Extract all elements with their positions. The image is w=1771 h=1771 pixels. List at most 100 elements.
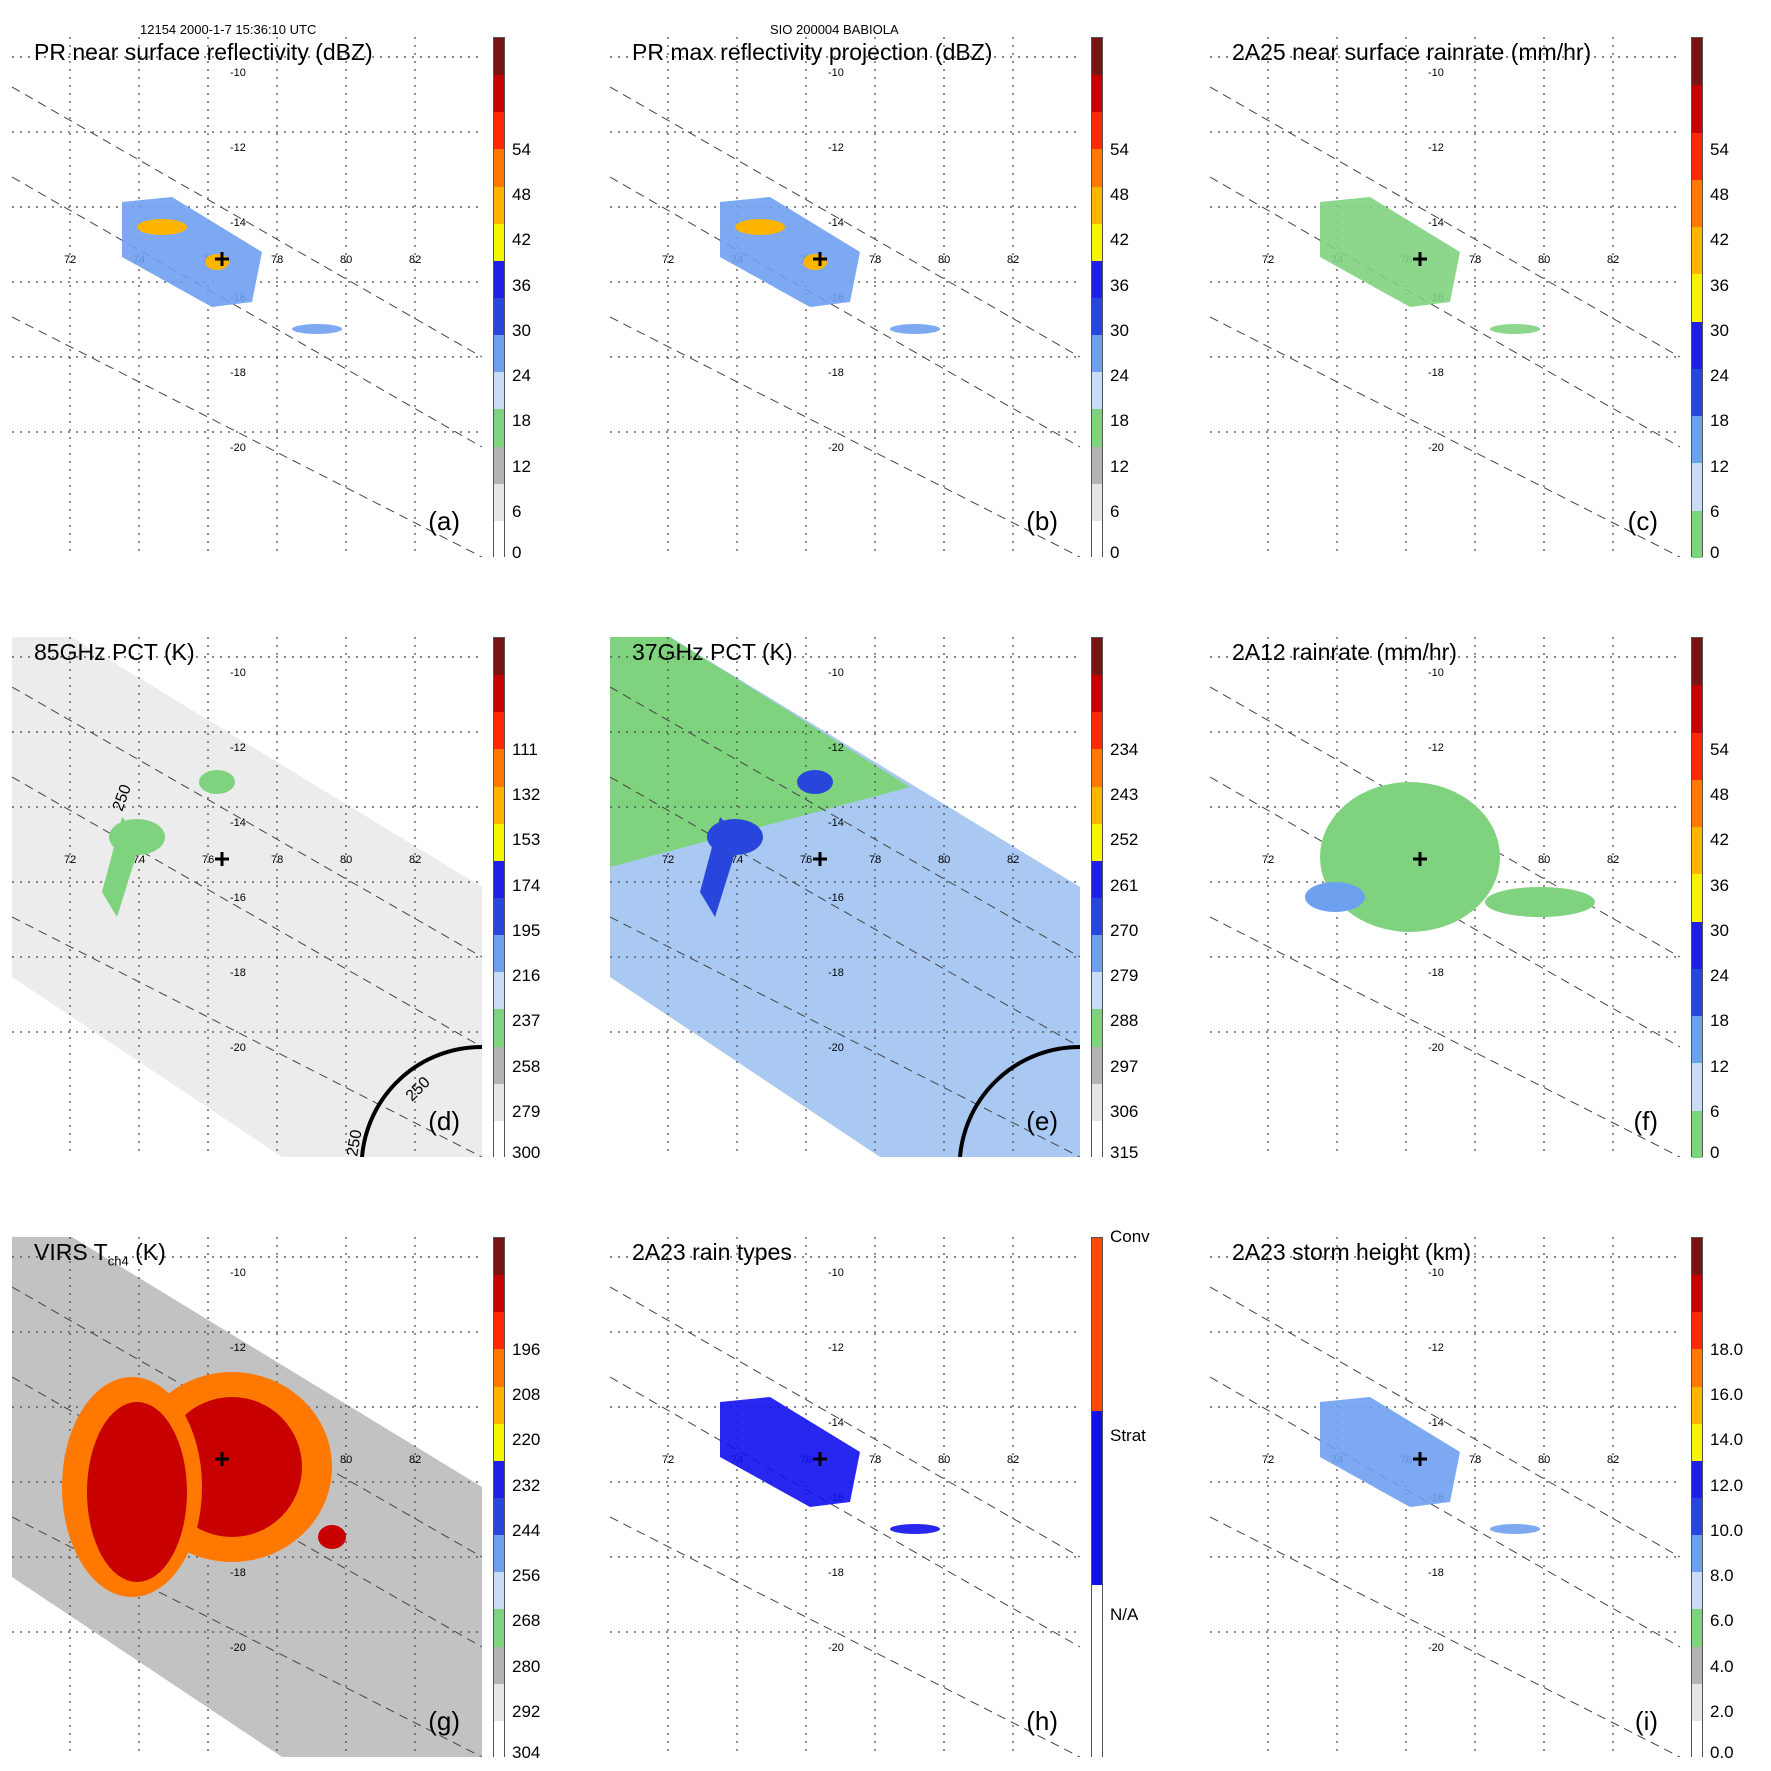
colorbar-segment (494, 520, 504, 558)
lat-label: -10 (1428, 1267, 1444, 1279)
storm-center-icon (813, 252, 827, 266)
strong-echo (735, 219, 785, 235)
colorbar-segment (1692, 827, 1702, 875)
colorbar-label: 30 (512, 320, 531, 340)
lat-label: -18 (828, 367, 844, 379)
colorbar-label: 24 (1110, 366, 1129, 386)
colorbar-segment (1092, 186, 1102, 224)
panel-title: VIRS Tch4 (K) (34, 1239, 166, 1269)
panel-tag: (e) (1026, 1106, 1058, 1136)
colorbar-label: 315 (1110, 1143, 1139, 1162)
colorbar-segment (494, 75, 504, 113)
swath-edge-line (12, 316, 482, 557)
colorbar-segment (494, 749, 504, 787)
map-area: -10-12-14-16-18-207274767880822A25 near … (1210, 37, 1680, 557)
colorbar-segment (1092, 149, 1102, 187)
lat-label: -12 (828, 1342, 844, 1354)
colorbar-label: 6.0 (1710, 1611, 1734, 1631)
lon-label: 80 (938, 854, 950, 866)
colorbar-segment (1092, 712, 1102, 750)
swath-edge-line (1210, 916, 1680, 1157)
colorbar-segment (494, 1572, 504, 1610)
colorbar-segment (1092, 1120, 1102, 1158)
echo-region (1490, 324, 1540, 334)
colorbar-label: 111 (512, 740, 538, 760)
lon-label: 72 (1262, 254, 1274, 266)
lon-label: 72 (662, 1454, 674, 1466)
lat-label: -14 (828, 217, 844, 229)
lat-label: -12 (230, 142, 246, 154)
colorbar-segment (494, 1535, 504, 1573)
colorbar-label: 244 (512, 1520, 541, 1540)
lat-label: -12 (1428, 142, 1444, 154)
colorbar-labels: 0 6 12 18 24 30 36 42 48 54 (1110, 37, 1170, 562)
ice-scattering-region (102, 817, 142, 917)
colorbar-segment (494, 712, 504, 750)
colorbar-label: 0 (512, 543, 522, 562)
map-area: -10-12-14-16-18-20727476788082PR max ref… (610, 37, 1080, 557)
colorbar-segment (1692, 38, 1702, 86)
lon-label: 80 (1538, 254, 1550, 266)
colorbar-label: 36 (1710, 875, 1729, 895)
swath-edge-line (610, 776, 1080, 1048)
lat-label: -10 (230, 667, 246, 679)
colorbar-segment (1092, 786, 1102, 824)
map-area: -10-12-14-16-18-207274767880822A12 rainr… (1210, 637, 1680, 1157)
colorbar-segment (1092, 372, 1102, 410)
colorbar-label: 0.0 (1710, 1743, 1734, 1762)
colorbar-labels: 304 292 280 268 256 244 232 220 208 196 (512, 1237, 572, 1762)
lat-label: -10 (828, 667, 844, 679)
colorbar-label: 268 (512, 1611, 541, 1631)
colorbar-segment (1692, 368, 1702, 417)
colorbar-segment (494, 1349, 504, 1387)
colorbar-label: 18 (1710, 411, 1729, 431)
colorbar-label: 280 (512, 1656, 541, 1676)
cold-cloud-core (318, 1525, 346, 1549)
lat-label: -18 (230, 967, 246, 979)
lat-label: -18 (230, 1567, 246, 1579)
colorbar-segment (494, 972, 504, 1010)
lat-label: -10 (230, 1267, 246, 1279)
lat-label: -20 (828, 1042, 844, 1054)
echo-region (720, 1397, 860, 1507)
colorbar-segment (1092, 935, 1102, 973)
lon-label: 80 (938, 1454, 950, 1466)
colorbar-label: 36 (512, 275, 531, 295)
lat-label: -16 (230, 892, 246, 904)
lon-label: 74 (731, 854, 743, 866)
lat-label: -20 (230, 1042, 246, 1054)
colorbar-labels: 300 279 258 237 216 195 174 153 132 111 (512, 637, 572, 1162)
lon-label: 82 (1007, 1454, 1019, 1466)
colorbar-segment (494, 1120, 504, 1158)
ice-scattering-region (797, 770, 833, 794)
colorbar-segment (494, 1238, 504, 1276)
colorbar-label: 6 (512, 501, 522, 521)
swath-edge-line (610, 1516, 1080, 1757)
lat-label: -16 (828, 892, 844, 904)
colorbar-label: 232 (512, 1475, 541, 1495)
lon-label: 80 (1538, 1454, 1550, 1466)
colorbar-label: 6 (1710, 1101, 1720, 1121)
lat-label: -18 (828, 1567, 844, 1579)
panel-title: PR max reflectivity projection (dBZ) (632, 39, 993, 65)
colorbar-label: 54 (1110, 140, 1129, 160)
colorbar-label: 300 (512, 1143, 541, 1162)
colorbar-label: 24 (512, 366, 531, 386)
colorbar-segment (494, 409, 504, 447)
lat-label: -10 (828, 1267, 844, 1279)
colorbar-segment (1092, 860, 1102, 898)
colorbar-label: 12 (512, 456, 531, 476)
panel-title: 2A23 rain types (632, 1239, 792, 1265)
colorbar-label: 10.0 (1710, 1520, 1744, 1540)
contour-arc (958, 1044, 1080, 1157)
echo-region (890, 324, 940, 334)
strong-echo (205, 254, 229, 270)
header-left: 12154 2000-1-7 15:36:10 UTC (140, 22, 317, 37)
colorbar-segment (494, 38, 504, 76)
colorbar-segment (1692, 1386, 1702, 1424)
rain-region (1305, 882, 1365, 912)
lat-label: -18 (1428, 967, 1444, 979)
map-area: -10 -12 -14 -16 -18 -20 72 74 76 78 80 82 250 250 250 8… (12, 637, 482, 1157)
echo-region (720, 197, 860, 307)
colorbar-label: 30 (1110, 320, 1129, 340)
